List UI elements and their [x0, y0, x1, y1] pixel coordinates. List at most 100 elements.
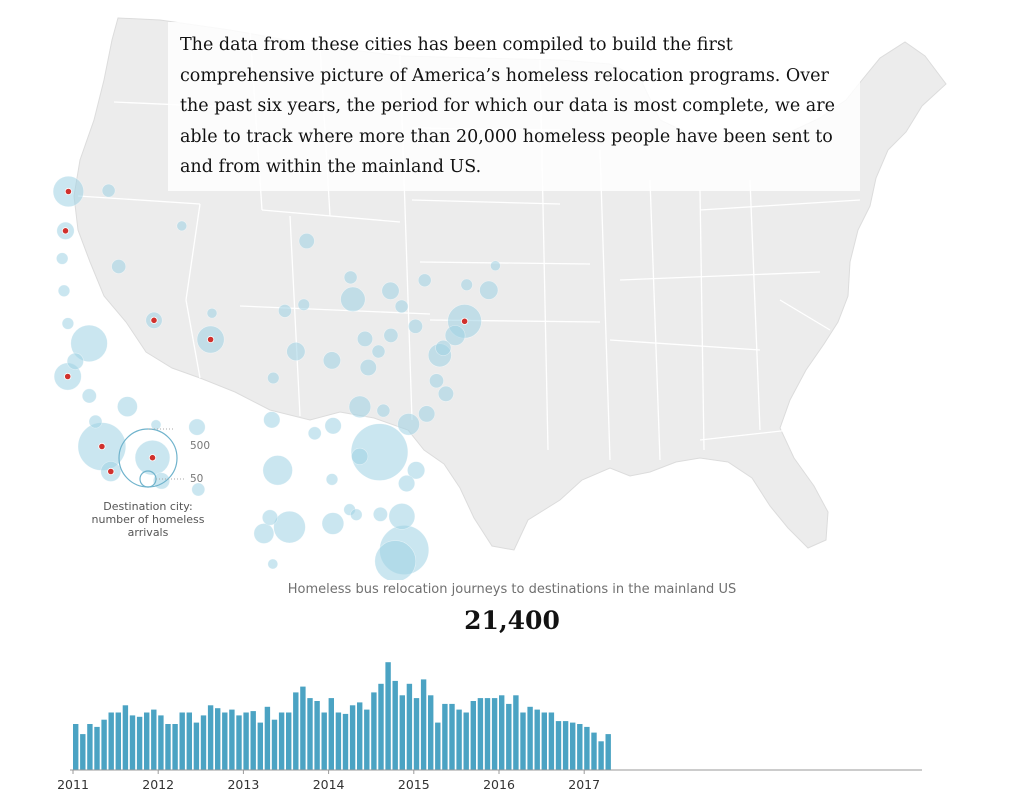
- destination-circle-42[interactable]: [407, 461, 426, 480]
- bar-37[interactable]: [335, 712, 342, 771]
- bar-47[interactable]: [406, 683, 413, 771]
- bar-32[interactable]: [300, 686, 306, 770]
- bar-52[interactable]: [442, 703, 448, 770]
- bar-73[interactable]: [591, 732, 597, 770]
- destination-circle-48[interactable]: [278, 304, 292, 318]
- origin-city-dot-4[interactable]: [64, 372, 72, 381]
- destination-circle-61[interactable]: [297, 298, 310, 311]
- bar-21[interactable]: [222, 712, 228, 771]
- bar-58[interactable]: [484, 698, 491, 770]
- bar-55[interactable]: [463, 712, 469, 771]
- origin-city-dot-1[interactable]: [61, 227, 70, 235]
- bar-41[interactable]: [364, 709, 370, 770]
- destination-circle-22[interactable]: [381, 281, 400, 300]
- bar-43[interactable]: [378, 683, 384, 771]
- bar-38[interactable]: [342, 713, 349, 770]
- destination-circle-45[interactable]: [372, 506, 388, 522]
- destination-circle-36[interactable]: [324, 417, 342, 435]
- bar-9[interactable]: [136, 716, 143, 770]
- bar-51[interactable]: [435, 722, 441, 770]
- origin-city-dot-3[interactable]: [207, 335, 215, 344]
- bar-11[interactable]: [151, 709, 157, 770]
- bar-16[interactable]: [186, 712, 192, 771]
- destination-circle-39[interactable]: [383, 327, 399, 343]
- bar-17[interactable]: [193, 722, 200, 770]
- bar-61[interactable]: [506, 703, 512, 770]
- destination-circle-46[interactable]: [437, 385, 454, 402]
- destination-circle-54[interactable]: [394, 299, 409, 314]
- origin-city-dot-0[interactable]: [64, 187, 73, 196]
- destination-circle-4[interactable]: [262, 455, 293, 486]
- origin-city-dot-2[interactable]: [150, 316, 158, 324]
- destination-circle-20[interactable]: [117, 396, 138, 417]
- bar-13[interactable]: [165, 724, 171, 770]
- destination-circle-41[interactable]: [418, 405, 436, 423]
- bar-24[interactable]: [243, 712, 249, 771]
- bar-28[interactable]: [271, 719, 278, 770]
- destination-circle-52[interactable]: [261, 509, 278, 526]
- bar-3[interactable]: [94, 726, 100, 770]
- destination-circle-65[interactable]: [371, 344, 386, 359]
- bar-12[interactable]: [158, 715, 164, 770]
- destination-circle-66[interactable]: [460, 278, 473, 291]
- destination-circle-51[interactable]: [417, 273, 432, 288]
- bar-2[interactable]: [87, 724, 93, 770]
- destination-circle-59[interactable]: [206, 307, 218, 319]
- bar-45[interactable]: [392, 680, 398, 770]
- origin-city-dot-5[interactable]: [98, 442, 106, 451]
- destination-circle-28[interactable]: [298, 233, 315, 250]
- destination-circle-60[interactable]: [176, 220, 188, 232]
- destination-circle-44[interactable]: [351, 447, 369, 465]
- bar-69[interactable]: [562, 721, 569, 770]
- bar-27[interactable]: [264, 706, 271, 771]
- destination-circle-40[interactable]: [408, 318, 423, 334]
- bar-33[interactable]: [307, 698, 313, 770]
- bar-48[interactable]: [413, 698, 420, 770]
- bar-63[interactable]: [520, 712, 526, 771]
- bar-34[interactable]: [314, 701, 320, 770]
- bar-42[interactable]: [371, 692, 377, 770]
- destination-circle-27[interactable]: [322, 351, 341, 370]
- origin-city-dot-8[interactable]: [460, 317, 469, 325]
- bar-19[interactable]: [207, 705, 214, 770]
- destination-circle-21[interactable]: [286, 341, 306, 361]
- destination-circle-55[interactable]: [435, 339, 452, 356]
- destination-circle-68[interactable]: [56, 252, 69, 265]
- bar-54[interactable]: [456, 709, 462, 770]
- bar-39[interactable]: [349, 705, 356, 770]
- destination-circle-17[interactable]: [397, 413, 420, 436]
- bar-31[interactable]: [293, 692, 299, 770]
- destination-circle-23[interactable]: [479, 280, 499, 300]
- bar-50[interactable]: [428, 695, 434, 771]
- bar-64[interactable]: [527, 706, 533, 771]
- bar-6[interactable]: [115, 712, 121, 771]
- bar-59[interactable]: [491, 698, 498, 770]
- bar-8[interactable]: [129, 715, 136, 770]
- bar-5[interactable]: [108, 712, 114, 771]
- bar-20[interactable]: [215, 708, 221, 770]
- bar-67[interactable]: [548, 712, 555, 771]
- bar-62[interactable]: [513, 695, 519, 771]
- bar-46[interactable]: [399, 695, 405, 771]
- bar-14[interactable]: [172, 724, 178, 770]
- bar-53[interactable]: [449, 703, 455, 770]
- bar-15[interactable]: [179, 712, 185, 771]
- bar-40[interactable]: [357, 702, 363, 770]
- destination-circle-30[interactable]: [111, 259, 127, 274]
- destination-circle-26[interactable]: [263, 411, 281, 429]
- destination-circle-18[interactable]: [321, 512, 345, 535]
- bar-4[interactable]: [101, 719, 107, 770]
- destination-circle-5[interactable]: [273, 510, 306, 544]
- destination-circle-2[interactable]: [70, 324, 108, 363]
- destination-circle-38[interactable]: [356, 330, 373, 347]
- bar-44[interactable]: [385, 662, 391, 770]
- bar-57[interactable]: [477, 698, 484, 770]
- bar-18[interactable]: [200, 715, 207, 770]
- destination-circle-19[interactable]: [253, 523, 275, 544]
- destination-circle-62[interactable]: [267, 371, 280, 385]
- destination-circle-75[interactable]: [350, 508, 363, 521]
- bar-68[interactable]: [555, 721, 562, 770]
- bar-10[interactable]: [144, 712, 150, 771]
- destination-circle-32[interactable]: [66, 352, 84, 370]
- bar-35[interactable]: [321, 712, 327, 771]
